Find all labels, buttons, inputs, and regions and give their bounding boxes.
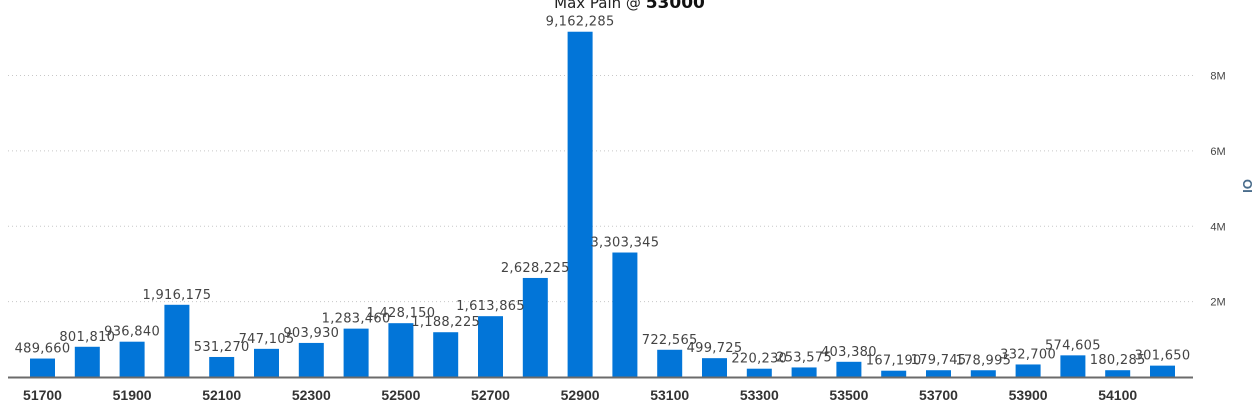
value-label: 1,613,865	[456, 299, 525, 314]
bar-53600[interactable]	[881, 370, 907, 377]
bar-53000[interactable]	[612, 252, 638, 377]
bar-52900[interactable]	[567, 31, 593, 377]
value-label: 747,105	[239, 332, 295, 347]
bar-53900[interactable]	[1015, 364, 1041, 377]
x-tick-label: 52100	[202, 387, 241, 403]
bar-52800[interactable]	[522, 277, 548, 377]
value-label: 1,916,175	[142, 288, 211, 303]
x-tick-label: 52900	[561, 387, 600, 403]
y-axis-ticks: 2M 4M 6M 8M	[1210, 71, 1225, 309]
value-label: 903,930	[283, 326, 339, 341]
value-label: 2,628,225	[501, 261, 570, 276]
value-label: 722,565	[642, 333, 698, 348]
value-label: 332,700	[1000, 347, 1056, 362]
value-label: 499,725	[687, 341, 743, 356]
bar-54100[interactable]	[1105, 370, 1131, 377]
value-label: 253,575	[776, 350, 832, 365]
chart-title-prefix: Max Pain @	[554, 0, 646, 12]
value-label: 403,380	[821, 345, 877, 360]
bar-53800[interactable]	[970, 370, 996, 377]
bar-52200[interactable]	[254, 348, 279, 377]
x-tick-label: 52300	[292, 387, 331, 403]
value-label: 9,162,285	[546, 15, 615, 30]
value-label: 179,745	[911, 353, 967, 368]
bar-52700[interactable]	[478, 316, 503, 377]
x-tick-label: 53900	[1009, 387, 1048, 403]
y-tick-label: 6M	[1210, 146, 1225, 158]
bar-52400[interactable]	[343, 328, 369, 377]
bar-54000[interactable]	[1060, 355, 1086, 377]
x-tick-label: 53500	[829, 387, 868, 403]
bars	[30, 31, 1175, 377]
bar-52100[interactable]	[209, 356, 235, 377]
value-label: 3,303,345	[590, 236, 659, 251]
x-tick-label: 51900	[113, 387, 152, 403]
bar-52500[interactable]	[388, 323, 414, 377]
bar-53200[interactable]	[702, 358, 727, 377]
bar-53300[interactable]	[746, 368, 772, 377]
value-label: 167,190	[866, 354, 922, 369]
bar-51800[interactable]	[74, 346, 100, 377]
bar-52000[interactable]	[164, 304, 190, 377]
y-tick-label: 2M	[1210, 297, 1225, 309]
x-axis-ticks: 51700 51900 52100 52300 52500 52700 52900 53100…	[23, 387, 1137, 403]
bar-52600[interactable]	[433, 332, 459, 377]
value-label: 574,605	[1045, 338, 1101, 353]
bar-54200[interactable]	[1150, 365, 1175, 377]
grid-lines	[8, 75, 1193, 303]
bar-51900[interactable]	[119, 341, 145, 377]
value-label: 301,650	[1135, 349, 1191, 364]
value-label: 1,428,150	[366, 306, 435, 321]
x-tick-label: 53100	[650, 387, 689, 403]
x-tick-label: 52500	[381, 387, 420, 403]
bar-53500[interactable]	[836, 361, 862, 377]
bar-53700[interactable]	[926, 370, 951, 377]
value-label: 801,810	[59, 330, 115, 345]
value-label: 180,285	[1090, 353, 1146, 368]
value-label: 1,188,225	[411, 315, 480, 330]
chart-title: Max Pain @ 53000	[0, 0, 1259, 13]
x-tick-label: 52700	[471, 387, 510, 403]
bar-51700[interactable]	[30, 358, 55, 377]
y-tick-label: 8M	[1210, 71, 1225, 83]
value-label: 178,995	[955, 353, 1011, 368]
value-label: 489,660	[15, 342, 71, 357]
bar-53100[interactable]	[657, 349, 683, 377]
x-tick-label: 53300	[740, 387, 779, 403]
x-tick-label: 51700	[23, 387, 62, 403]
y-axis-label: OI	[1240, 179, 1255, 193]
chart-title-value: 53000	[645, 0, 705, 13]
bar-52300[interactable]	[298, 342, 324, 377]
value-label: 220,230	[731, 352, 787, 367]
value-label: 1,283,460	[322, 312, 391, 327]
value-label: 531,270	[194, 340, 250, 355]
x-tick-label: 53700	[919, 387, 958, 403]
value-label: 936,840	[104, 325, 160, 340]
x-tick-label: 54100	[1098, 387, 1137, 403]
bar-53400[interactable]	[791, 367, 817, 377]
y-tick-label: 4M	[1210, 221, 1225, 233]
